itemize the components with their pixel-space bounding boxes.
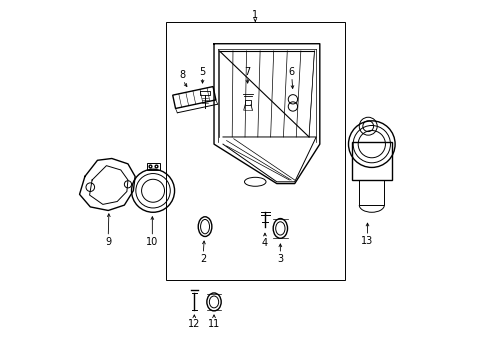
Text: 4: 4 [262, 238, 267, 248]
Bar [165, 22, 344, 280]
Text: 2: 2 [200, 254, 206, 264]
Text: 9: 9 [105, 237, 111, 247]
Text: 7: 7 [244, 67, 250, 77]
Text: 5: 5 [199, 67, 205, 77]
Text: 13: 13 [361, 236, 373, 246]
Text: 8: 8 [180, 70, 185, 80]
Text: 6: 6 [288, 67, 294, 77]
Bar [351, 142, 391, 180]
Text: 10: 10 [146, 237, 158, 247]
Bar [359, 180, 384, 205]
Bar [244, 100, 250, 105]
Text: 1: 1 [252, 10, 258, 20]
Text: 11: 11 [207, 319, 220, 329]
Bar [146, 163, 159, 170]
Text: 3: 3 [277, 254, 283, 264]
Text: 12: 12 [188, 319, 200, 329]
